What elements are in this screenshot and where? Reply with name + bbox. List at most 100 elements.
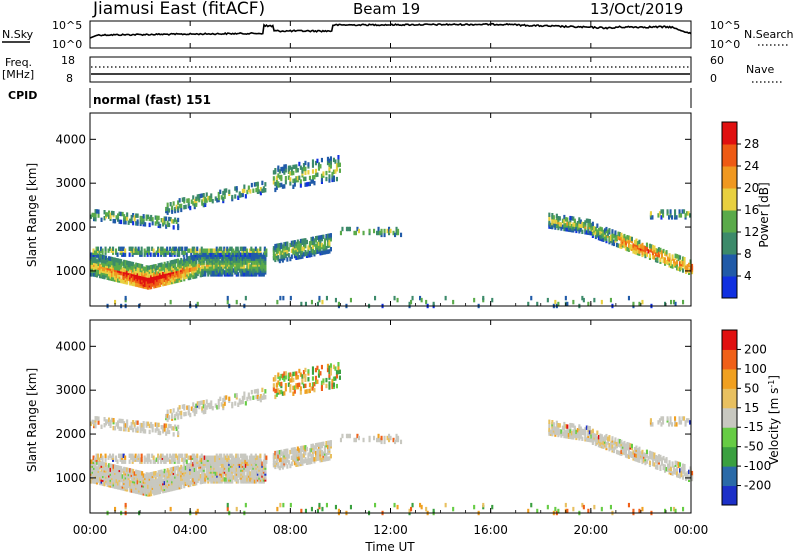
- velocity-colorbar-tick: 15: [744, 401, 759, 415]
- power-cell: [624, 236, 627, 241]
- velocity-cell: [679, 462, 682, 467]
- velocity-cell: [195, 465, 198, 470]
- power-cell: [112, 211, 115, 216]
- velocity-cell: [105, 462, 108, 467]
- velocity-cell: [211, 406, 214, 411]
- power-cell: [166, 261, 169, 266]
- velocity-cell: [152, 455, 155, 460]
- velocity-cell: [212, 455, 215, 460]
- velocity-cell: [377, 437, 380, 443]
- power-cell: [325, 245, 328, 251]
- power-cell: [97, 269, 100, 274]
- power-cell: [651, 215, 654, 220]
- power-cell: [662, 209, 665, 214]
- power-cell: [676, 264, 679, 269]
- power-cell: [205, 248, 208, 253]
- power-cell: [172, 279, 175, 284]
- velocity-cell: [205, 399, 208, 404]
- velocity-cell: [673, 465, 676, 471]
- velocity-cell: [600, 506, 603, 512]
- power-cell: [256, 252, 259, 257]
- velocity-cell: [230, 457, 233, 462]
- velocity-cell: [151, 453, 154, 458]
- power-cell: [591, 221, 594, 227]
- power-cell: [152, 252, 155, 257]
- power-cell: [627, 235, 630, 240]
- velocity-cell: [124, 423, 127, 428]
- power-cell: [253, 248, 256, 253]
- velocity-cell: [645, 459, 648, 464]
- velocity-cell: [649, 418, 652, 423]
- power-cell: [682, 262, 685, 267]
- velocity-cell: [229, 453, 232, 458]
- velocity-cell: [246, 396, 249, 402]
- power-cell: [314, 247, 317, 253]
- velocity-cell: [400, 439, 403, 445]
- velocity-cell: [638, 508, 641, 514]
- power-cell: [585, 230, 588, 235]
- power-cell: [305, 239, 308, 245]
- power-cell: [651, 244, 654, 250]
- velocity-cell: [341, 433, 344, 439]
- power-cell: [295, 241, 298, 247]
- velocity-cell: [307, 369, 310, 374]
- velocity-cell: [282, 502, 285, 508]
- power-cell: [674, 261, 677, 266]
- velocity-cell: [561, 431, 564, 436]
- velocity-cell: [174, 478, 177, 483]
- power-cell: [280, 166, 283, 172]
- power-cell: [326, 241, 329, 246]
- power-cell: [280, 254, 283, 259]
- power-cell: [615, 242, 618, 248]
- power-cell: [201, 256, 204, 262]
- velocity-cell: [114, 464, 117, 469]
- power-cell: [178, 246, 181, 251]
- velocity-cell: [241, 399, 244, 405]
- power-cell: [618, 244, 621, 249]
- velocity-cell: [328, 456, 331, 461]
- power-cell: [259, 252, 262, 257]
- power-cell: [302, 238, 305, 243]
- power-cell: [638, 243, 641, 248]
- velocity-cell: [337, 362, 340, 367]
- power-cell: [555, 219, 558, 225]
- power-cell: [572, 226, 575, 231]
- power-cell: [201, 199, 204, 204]
- power-cell: [214, 248, 217, 253]
- power-cell: [684, 213, 687, 218]
- power-cell: [320, 242, 323, 248]
- power-cell: [232, 268, 235, 273]
- power-cell: [109, 212, 112, 217]
- velocity-cell: [109, 463, 112, 468]
- velocity-cell: [253, 455, 256, 460]
- power-cell: [133, 215, 136, 220]
- velocity-cell: [120, 418, 123, 424]
- velocity-cell: [274, 460, 277, 466]
- velocity-cell: [115, 422, 118, 427]
- power-cell: [177, 206, 180, 211]
- power-cell: [210, 270, 213, 275]
- power-cell: [304, 244, 307, 249]
- power-cell: [108, 270, 111, 275]
- power-cell: [292, 240, 295, 245]
- power-cell: [651, 254, 654, 260]
- power-cell: [630, 236, 633, 242]
- power-cell: [301, 238, 304, 243]
- velocity-cell: [225, 463, 228, 468]
- velocity-cell: [555, 420, 558, 426]
- power-cell: [99, 254, 102, 259]
- velocity-cell: [121, 474, 124, 479]
- power-cell: [115, 248, 118, 253]
- power-cell: [383, 228, 386, 234]
- velocity-cell: [229, 467, 232, 472]
- power-cell: [328, 233, 331, 238]
- velocity-cell: [290, 461, 293, 466]
- power-cell: [388, 226, 391, 232]
- power-cell: [178, 198, 181, 203]
- power-cell: [326, 249, 329, 254]
- velocity-cell: [684, 420, 687, 425]
- velocity-cell: [156, 422, 159, 427]
- power-cell: [135, 274, 138, 279]
- power-cell: [597, 231, 600, 237]
- power-cell: [232, 248, 235, 253]
